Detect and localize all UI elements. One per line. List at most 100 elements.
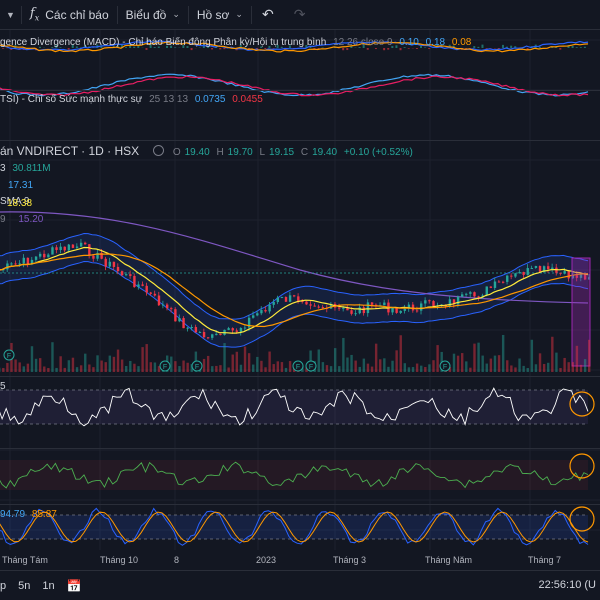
tsi-value-1: 0.0735: [194, 94, 226, 105]
calendar-range-icon[interactable]: 📅: [66, 578, 82, 593]
volume-bar: [575, 345, 579, 372]
volume-bar: [55, 367, 58, 372]
volume-bar: [538, 353, 542, 372]
candle-body: [370, 302, 374, 305]
candle-body: [141, 284, 144, 286]
dividend-marker-label: F: [163, 364, 167, 371]
volume-bars: F F F F F F: [0, 334, 591, 372]
time-tick: Tháng 10: [100, 555, 139, 565]
volume-bar: [137, 366, 140, 372]
candle-body: [510, 275, 513, 277]
candle-body: [506, 275, 509, 282]
volume-bar: [59, 356, 62, 372]
volume-bar: [84, 353, 87, 372]
macd-histogram-bar: [358, 47, 361, 48]
candle-body: [497, 281, 501, 283]
pane-divider[interactable]: [0, 504, 600, 505]
candle-body: [71, 244, 75, 248]
toolbar-divider: [187, 5, 189, 24]
undo-icon[interactable]: ↶: [261, 6, 274, 22]
candle-body: [227, 328, 230, 330]
macd-histogram-bar: [305, 45, 308, 48]
volume-bar: [141, 347, 144, 372]
volume-bar: [489, 358, 493, 372]
pane-divider[interactable]: [0, 90, 600, 91]
candle-body: [432, 301, 435, 307]
candle-body: [420, 303, 423, 311]
indicators-button[interactable]: fx Các chỉ báo: [22, 0, 117, 30]
macd-histogram-bar: [190, 48, 193, 51]
volume-bar: [6, 362, 9, 372]
volume-bar: [456, 355, 460, 372]
volume-bar: [465, 361, 468, 372]
symbol-title[interactable]: án VNDIRECT · 1D · HSX: [0, 144, 140, 158]
volume-bar: [354, 360, 357, 372]
macd-histogram-bar: [424, 47, 427, 48]
ma-legend[interactable]: 18.38: [0, 198, 36, 209]
volume-bar: [555, 352, 558, 372]
dividend-marker: [305, 360, 317, 372]
volume-bar: [526, 367, 529, 372]
long-ma-legend[interactable]: 9 15.20: [0, 214, 47, 225]
volume-bar: [522, 365, 525, 372]
collapse-button[interactable]: ▼: [0, 0, 21, 30]
pane-divider[interactable]: [0, 140, 600, 141]
macd-histogram-bar: [538, 46, 541, 48]
macd-histogram-bar: [149, 44, 152, 48]
market-status-icon: [152, 145, 164, 156]
candle-body: [260, 310, 263, 314]
macd-histogram-bar: [551, 47, 554, 48]
volume-bar: [542, 363, 546, 372]
macd-histogram-bar: [575, 47, 578, 48]
candle-body: [55, 247, 58, 250]
candle-body: [125, 274, 128, 276]
candle-body: [206, 337, 210, 339]
macd-legend[interactable]: gence Divergence (MACD) - Chỉ báo Biến đ…: [0, 37, 475, 48]
volume-bar: [407, 367, 411, 372]
candle-body: [473, 292, 476, 297]
macd-histogram-bar: [206, 46, 209, 48]
macd-line: [0, 40, 589, 52]
volume-bar: [231, 354, 234, 372]
volume-bar: [284, 367, 288, 372]
volume-bar: [47, 367, 50, 372]
macd-value-3: 0.08: [451, 37, 472, 48]
volume-bar: [469, 367, 472, 372]
chart-canvas[interactable]: F F F F F F: [0, 30, 600, 570]
candle-body: [104, 258, 107, 267]
range-button[interactable]: 5n: [18, 579, 31, 592]
volume-bar: [26, 363, 30, 372]
time-axis[interactable]: Tháng Tám Tháng 10 8 2023 Tháng 3 Tháng …: [0, 550, 600, 570]
bb-legend[interactable]: 17.31: [0, 180, 37, 191]
slow-ma-line: [0, 253, 589, 328]
chart-area[interactable]: F F F F F F gence Divergence (MACD) - Chỉ báo…: [0, 30, 600, 570]
candle-body: [280, 297, 284, 299]
volume-bar: [202, 358, 206, 372]
macd-histogram-bar: [67, 48, 70, 50]
volume-bar: [268, 351, 271, 372]
tsi-legend[interactable]: TSI) - Chỉ số Sức mạnh thực sự 25 13 13 …: [0, 94, 267, 105]
profile-menu-button[interactable]: Hồ sơ ⌄: [189, 0, 251, 30]
range-button[interactable]: 1n: [42, 579, 55, 592]
macd-pane: [0, 40, 590, 53]
pane-divider[interactable]: [0, 448, 600, 449]
volume-bar: [63, 367, 66, 372]
candle-body: [428, 300, 431, 302]
dividend-marker-label: F: [443, 364, 447, 371]
candle-body: [329, 303, 333, 309]
macd-histogram-bar: [485, 48, 488, 49]
range-button[interactable]: p: [0, 579, 7, 592]
macd-histogram-bar: [137, 45, 140, 48]
macd-histogram-bar: [407, 48, 410, 49]
price-legend[interactable]: án VNDIRECT · 1D · HSX O 19.40 H 19.70 L 19…: [0, 144, 421, 158]
redo-icon[interactable]: ↷: [293, 6, 306, 22]
rsi-legend[interactable]: 5: [0, 381, 10, 392]
candle-body: [395, 307, 398, 313]
sma-legend[interactable]: SMA 9: [0, 196, 33, 207]
chart-menu-button[interactable]: Biểu đồ ⌄: [118, 0, 188, 30]
candle-body: [63, 246, 66, 251]
stoch-legend[interactable]: 94.79 85.87: [0, 509, 61, 520]
candle-body: [411, 304, 415, 311]
pane-divider[interactable]: [0, 376, 600, 377]
volume-legend[interactable]: 3 30.811M: [0, 163, 55, 174]
